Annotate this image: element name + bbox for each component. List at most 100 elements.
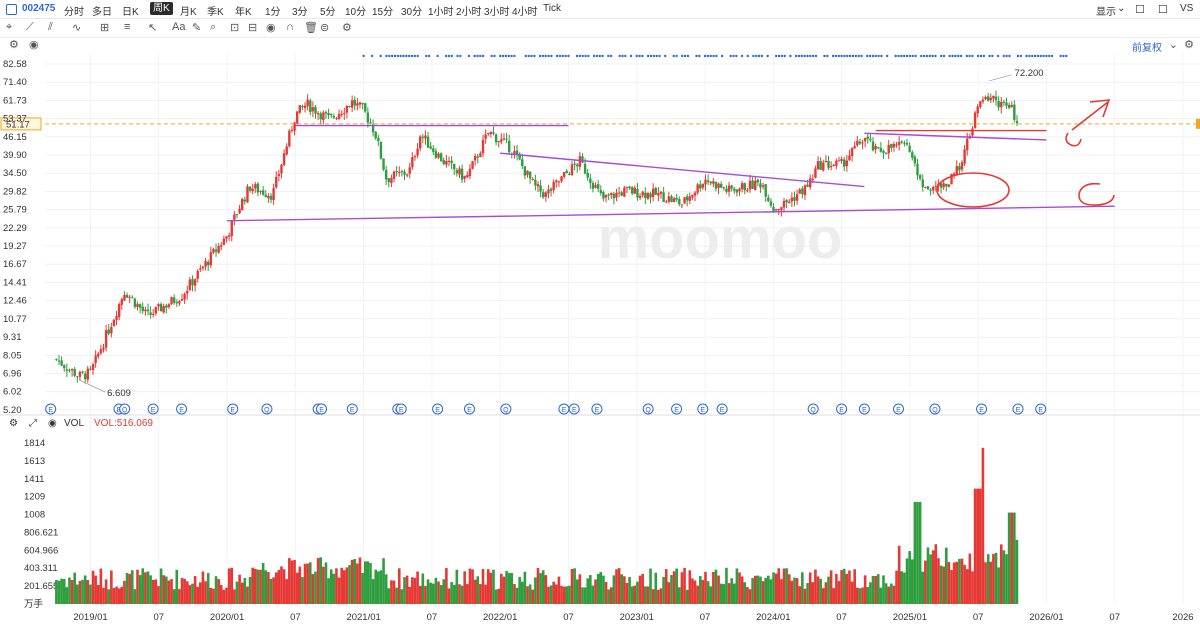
volume-bar (157, 586, 160, 604)
volume-bar (123, 580, 126, 604)
volume-bar (76, 584, 79, 604)
event-marker-letter: E (595, 407, 600, 414)
ticker-label[interactable]: 002475 (22, 3, 56, 14)
zoom-icon[interactable]: ⌕ (210, 21, 217, 33)
tab-timeframe-9[interactable]: 5分 (320, 7, 336, 18)
volume-bar (261, 562, 265, 604)
tab-timeframe-11[interactable]: 15分 (372, 7, 394, 18)
tab-timeframe-12[interactable]: 30分 (401, 7, 423, 18)
candle-body (816, 161, 820, 170)
volume-bar (60, 578, 63, 604)
volume-bar (254, 568, 257, 604)
candle-body (822, 162, 825, 171)
tab-timeframe-6[interactable]: 年K (235, 7, 252, 18)
candle-body (510, 153, 514, 155)
eye-icon[interactable]: ◉ (266, 22, 276, 34)
event-marker-icon (346, 403, 358, 415)
tab-timeframe-3[interactable]: 周K (150, 2, 173, 15)
event-marker-icon (591, 403, 603, 415)
volume-bar (848, 570, 851, 604)
event-marker-letter: E (979, 407, 984, 414)
brush-icon[interactable]: ✎ (192, 22, 202, 34)
display-menu[interactable]: 显示 (1096, 7, 1116, 18)
text-tool-icon[interactable]: Aa (172, 21, 186, 33)
window-icon[interactable]: ☐ (1135, 4, 1145, 16)
volume-bar (910, 559, 914, 604)
event-marker-letter: E (467, 407, 472, 414)
volume-bar (958, 559, 961, 604)
candle-body (117, 304, 121, 318)
candle-body (615, 192, 618, 198)
news-dot (831, 54, 835, 58)
measure-tool-icon[interactable]: ⊞ (100, 22, 110, 34)
volume-bar (180, 577, 184, 604)
gear-icon[interactable]: ⚙ (9, 39, 19, 51)
window-icon-2[interactable]: ☐ (1158, 4, 1168, 16)
tab-timeframe-13[interactable]: 1小时 (428, 7, 454, 18)
eye-icon[interactable]: ◉ (48, 418, 57, 429)
volume-bar (185, 581, 189, 604)
magnet-icon[interactable]: ⊡ (230, 22, 240, 34)
news-dot (979, 54, 983, 58)
candle-body (570, 164, 574, 175)
expand-icon[interactable]: ⤢ (29, 418, 37, 429)
tab-timeframe-16[interactable]: 4小时 (512, 7, 538, 18)
vs-button[interactable]: VS (1180, 3, 1194, 14)
layers-icon[interactable]: ⊜ (320, 22, 330, 34)
volume-bar (782, 568, 786, 604)
tab-timeframe-4[interactable]: 月K (180, 7, 197, 18)
adjust-mode[interactable]: 前复权 (1132, 43, 1162, 54)
volume-bar (434, 577, 438, 604)
event-marker-icon (836, 403, 848, 415)
chevron-down-icon[interactable]: ⌄ (1168, 39, 1178, 51)
tab-timeframe-5[interactable]: 季K (207, 7, 224, 18)
volume-bar (447, 588, 451, 604)
fib-tool-icon[interactable]: ≡ (124, 21, 131, 33)
volume-bar (992, 553, 995, 604)
gear-icon-right[interactable]: ⚙ (1184, 39, 1194, 51)
news-dot (914, 54, 917, 58)
news-dot (558, 54, 562, 58)
volume-bar (657, 589, 660, 604)
candle-body (282, 153, 286, 166)
candle-body (518, 153, 521, 160)
channel-tool-icon[interactable]: ⫽ (48, 21, 53, 33)
gear-icon[interactable]: ⚙ (9, 418, 18, 429)
magnet2-icon[interactable]: ∩ (286, 21, 294, 33)
candle-body (165, 305, 168, 308)
tab-timeframe-10[interactable]: 10分 (345, 7, 367, 18)
event-marker-icon (316, 403, 328, 415)
candle-body (746, 189, 749, 192)
news-dot (399, 54, 402, 58)
chevron-down-icon[interactable]: ⌄ (1117, 3, 1126, 14)
news-dot (868, 54, 872, 58)
lock-icon[interactable]: ⊟ (248, 22, 258, 34)
current-price-tag (0, 117, 42, 131)
settings-icon[interactable]: ⚙ (342, 22, 352, 34)
wave-tool-icon[interactable]: ∿ (72, 22, 82, 34)
candle-body (144, 309, 147, 312)
collapse-icon[interactable]: ◉ (29, 39, 39, 51)
tab-timeframe-0[interactable]: 分时 (64, 7, 84, 18)
tab-timeframe-14[interactable]: 2小时 (456, 7, 482, 18)
tab-timeframe-8[interactable]: 3分 (292, 7, 308, 18)
tab-timeframe-7[interactable]: 1分 (265, 7, 281, 18)
trash-icon[interactable]: 🗑 (304, 22, 318, 34)
line-tool-icon[interactable]: ⟋ (26, 21, 34, 33)
event-marker-letter: Q (645, 407, 651, 414)
news-dot (957, 54, 960, 58)
volume-bar (240, 582, 244, 604)
volume-bar (481, 569, 485, 604)
arrow-tool-icon[interactable]: ↖ (148, 22, 158, 34)
tab-timeframe-15[interactable]: 3小时 (484, 7, 510, 18)
panel-icon[interactable] (6, 4, 17, 15)
tab-timeframe-1[interactable]: 多日 (92, 7, 112, 18)
cursor-icon[interactable]: ⌖ (6, 21, 13, 33)
tab-timeframe-17[interactable]: Tick (543, 3, 561, 14)
volume-bar (264, 570, 268, 604)
volume-bar (141, 568, 145, 604)
candle-body (780, 207, 783, 211)
candle-body (403, 171, 406, 175)
tab-timeframe-2[interactable]: 日K (122, 7, 139, 18)
